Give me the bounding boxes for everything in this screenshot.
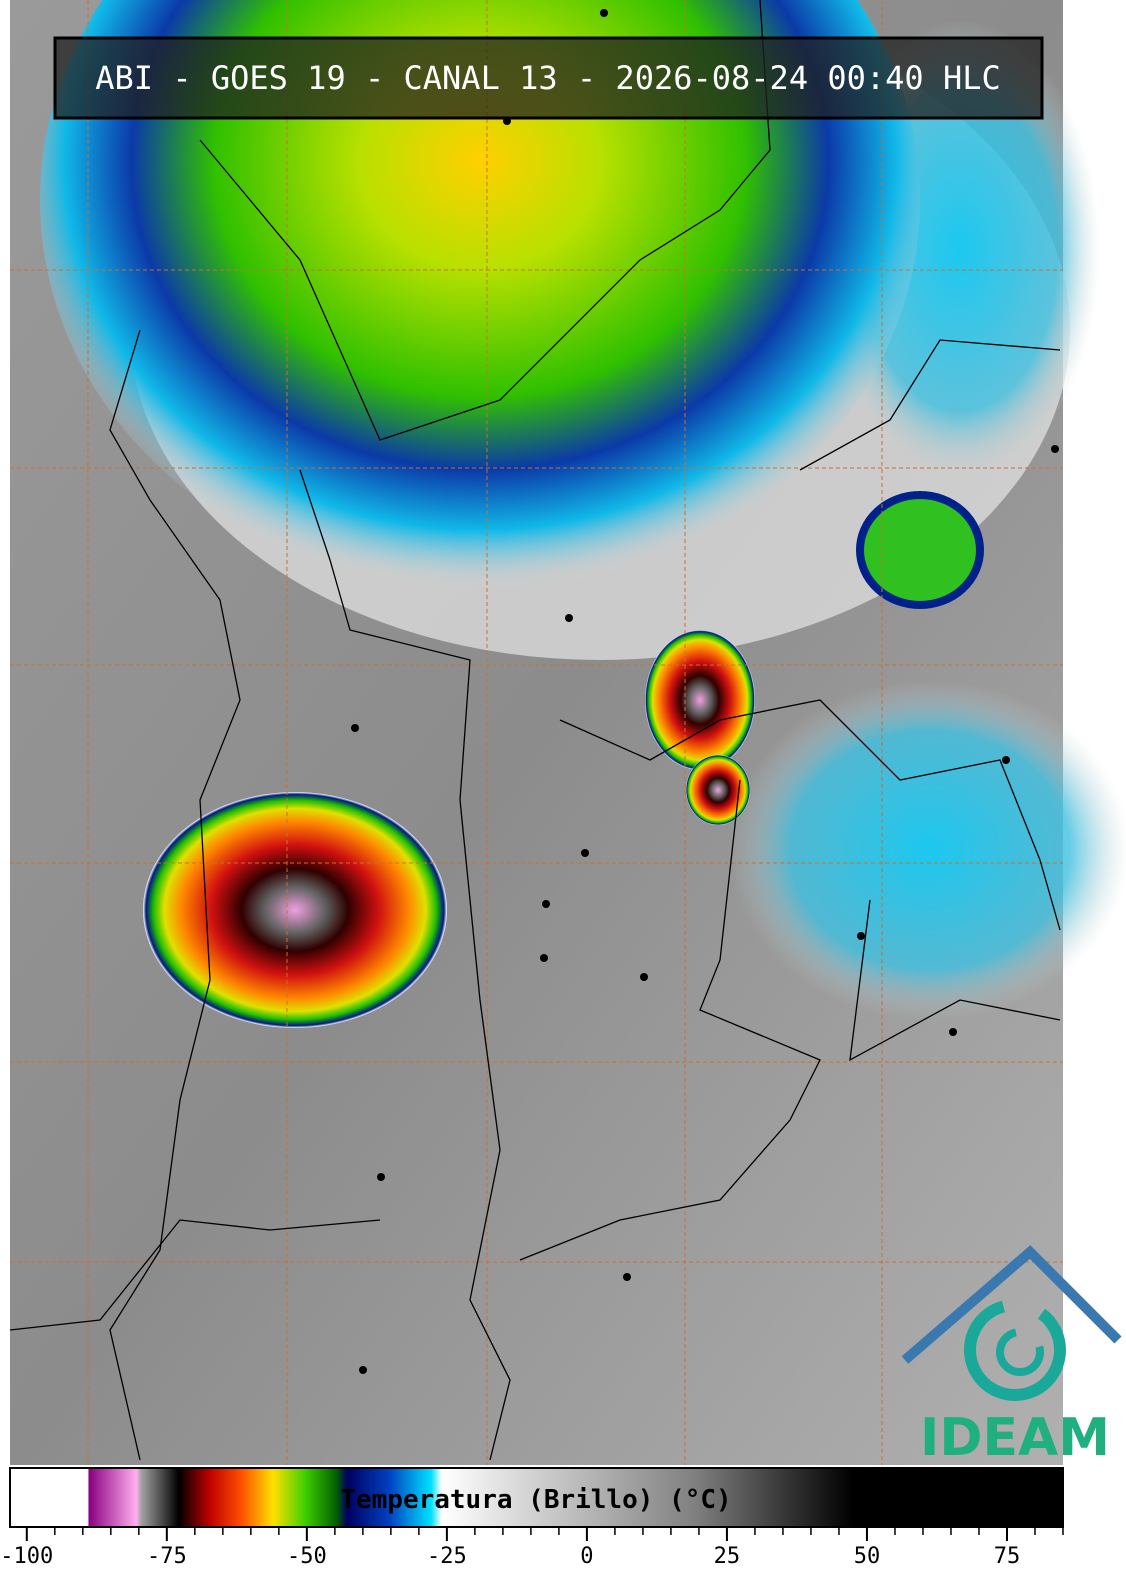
storm-cell [645,630,755,770]
colorbar-label: Temperatura (Brillo) (°C) [340,1485,731,1515]
cloud-cell [856,491,984,609]
storm-cell [686,755,750,825]
colorbar [9,1467,1064,1528]
tick-label: 25 [714,1544,741,1569]
title: ABI - GOES 19 - CANAL 13 - 2026-08-24 00… [95,59,1000,97]
logo: IDEAM [901,1245,1122,1468]
tick-label: 0 [580,1544,593,1569]
cloud-complex [40,0,920,590]
graticule [10,0,1063,1465]
tick-label: -50 [287,1544,327,1569]
tick-label: 75 [994,1544,1021,1569]
borders [9,0,1061,1461]
logo-text: IDEAM [920,1408,1110,1468]
storm-cell [143,792,447,1028]
title-box [53,36,1044,120]
cold-cloud [730,680,1126,1020]
tick-label: -75 [147,1544,187,1569]
tick-label: -25 [427,1544,467,1569]
colorbar-axis: -100 -75 -50 -25 0 25 50 75 [0,1527,1064,1569]
tick-label: -100 [0,1544,53,1569]
cities [351,9,1059,1374]
tick-label: 50 [854,1544,881,1569]
